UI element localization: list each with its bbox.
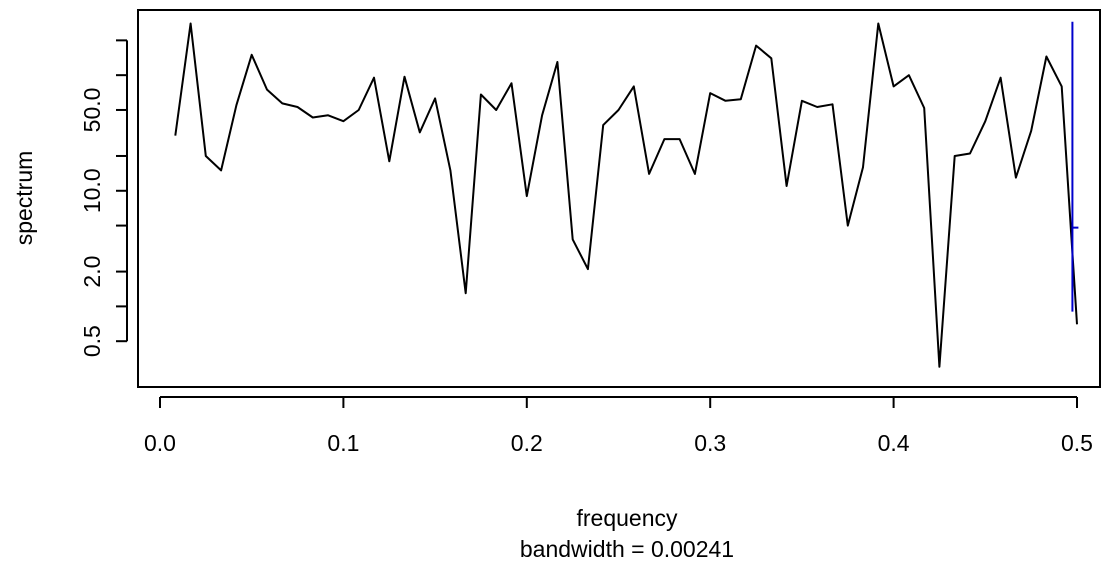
x-axis-title: frequency (576, 505, 678, 531)
confidence-interval-marker (1071, 21, 1079, 312)
x-tick-label: 0.3 (694, 430, 726, 456)
y-tick-label: 0.5 (79, 325, 105, 357)
plot-frame (137, 9, 1101, 388)
y-tick-label: 2.0 (79, 256, 105, 288)
spectrum-series-line (174, 22, 1078, 368)
bandwidth-subtitle: bandwidth = 0.00241 (520, 536, 734, 562)
y-axis: 0.5 2.0 10.0 50.0 (79, 39, 128, 357)
y-tick-label: 10.0 (79, 168, 105, 213)
x-tick-label: 0.0 (144, 430, 176, 456)
y-axis-title: spectrum (11, 151, 37, 246)
y-tick-label: 50.0 (79, 88, 105, 133)
x-tick-label: 0.1 (327, 430, 359, 456)
x-axis: 0.0 0.1 0.2 0.3 0.4 0.5 (144, 396, 1093, 456)
x-tick-label: 0.4 (878, 430, 910, 456)
x-tick-label: 0.2 (511, 430, 543, 456)
x-tick-label: 0.5 (1061, 430, 1093, 456)
